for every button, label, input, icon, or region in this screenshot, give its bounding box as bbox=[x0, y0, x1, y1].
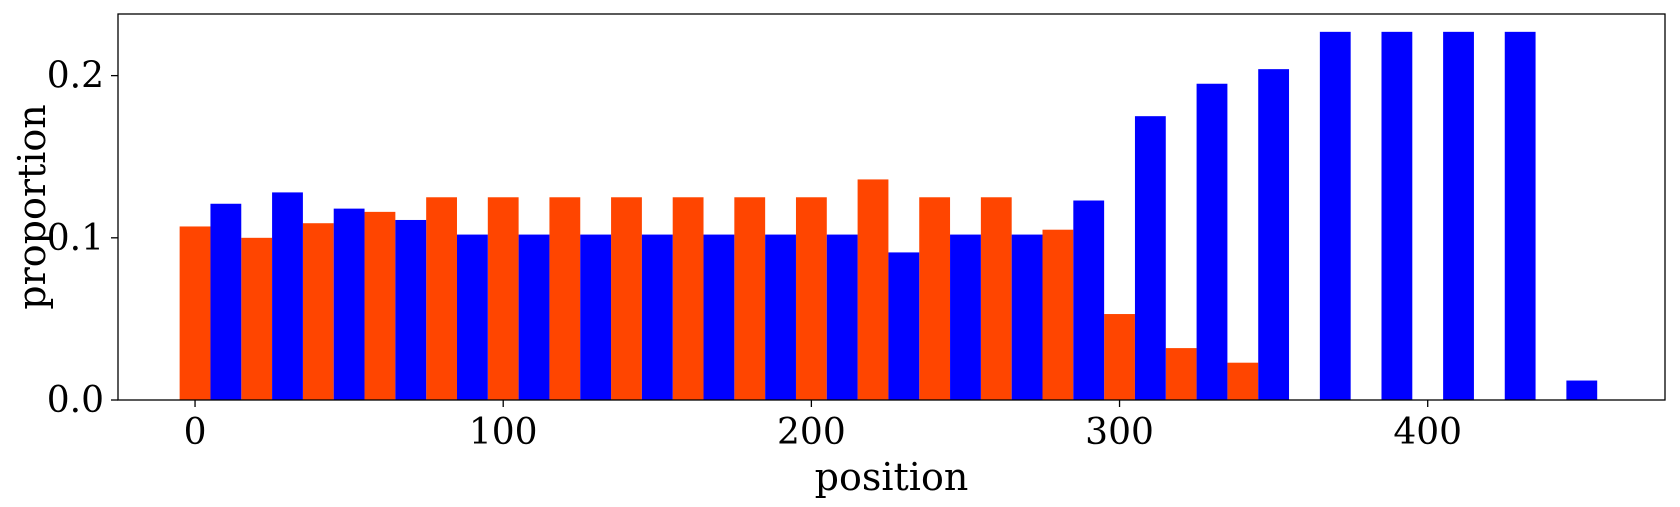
bar-series-2-bin-210 bbox=[826, 234, 858, 400]
bar-series-1-bin-340 bbox=[1227, 362, 1259, 400]
bar-series-1-bin-160 bbox=[672, 197, 704, 400]
x-tick-label: 100 bbox=[469, 412, 538, 453]
bar-series-1-bin-320 bbox=[1165, 348, 1197, 400]
bar-series-1-bin-80 bbox=[426, 197, 457, 400]
bar-series-1-bin-100 bbox=[487, 197, 519, 400]
bar-series-1-bin-60 bbox=[364, 211, 396, 400]
bar-series-2-bin-230 bbox=[888, 252, 920, 400]
bar-series-1-bin-220 bbox=[857, 179, 889, 400]
bar-series-1-bin-40 bbox=[302, 223, 334, 400]
bar-series-1-bin-20 bbox=[241, 237, 273, 400]
bar-series-2-bin-430 bbox=[1504, 31, 1536, 401]
bar-series-2-bin-270 bbox=[1011, 234, 1043, 400]
bar-series-2-bin-330 bbox=[1196, 83, 1228, 400]
x-tick-label: 200 bbox=[777, 412, 846, 453]
bar-series-1-bin-280 bbox=[1042, 229, 1074, 400]
bar-series-2-bin-250 bbox=[950, 234, 981, 400]
x-tick-label: 0 bbox=[184, 412, 207, 453]
bar-series-2-bin-70 bbox=[395, 219, 427, 400]
bar-series-2-bin-10 bbox=[210, 203, 242, 400]
bar-series-1-bin-260 bbox=[980, 197, 1012, 400]
bar-series-2-bin-450 bbox=[1566, 380, 1598, 400]
bar-series-1-bin-300 bbox=[1104, 314, 1135, 400]
bar-series-1-bin-180 bbox=[734, 197, 766, 400]
bar-series-1-bin-0 bbox=[179, 226, 211, 400]
bar-series-2-bin-30 bbox=[272, 192, 303, 400]
y-axis-ticks: 0.0 0.1 0.2 bbox=[47, 56, 118, 421]
plot-frame bbox=[117, 13, 1666, 401]
y-axis-label: proportion bbox=[10, 104, 54, 310]
bar-series-2-bin-370 bbox=[1319, 31, 1351, 401]
bar-series-2-bin-150 bbox=[641, 234, 673, 400]
bar-series-2-bin-410 bbox=[1443, 31, 1474, 401]
bar-series-2-bin-130 bbox=[580, 234, 612, 400]
bar-series-2-bin-110 bbox=[518, 234, 550, 400]
y-tick-label: 0.1 bbox=[47, 218, 104, 259]
bar-series-2-bin-290 bbox=[1073, 200, 1105, 400]
bar-series-2-bin-170 bbox=[703, 234, 735, 400]
x-tick-label: 300 bbox=[1085, 412, 1154, 453]
bar-series-2-bin-190 bbox=[765, 234, 796, 400]
bar-series-2-bin-350 bbox=[1258, 69, 1290, 401]
y-tick-label: 0.0 bbox=[47, 380, 104, 421]
x-tick-label: 400 bbox=[1393, 412, 1462, 453]
bar-series-2-bin-90 bbox=[456, 234, 488, 400]
bar-series-2-bin-50 bbox=[333, 208, 365, 400]
y-tick-label: 0.2 bbox=[47, 56, 104, 97]
x-axis-label: position bbox=[815, 455, 969, 499]
bar-series-1-bin-240 bbox=[919, 197, 951, 400]
bar-series-2-bin-390 bbox=[1381, 31, 1413, 401]
x-axis-ticks: 0 100 200 300 400 bbox=[184, 400, 1462, 453]
bar-series-1-bin-140 bbox=[611, 197, 642, 400]
bar-series-1-bin-200 bbox=[795, 197, 827, 400]
bar-series-1-bin-120 bbox=[549, 197, 581, 400]
bars-group bbox=[179, 31, 1598, 401]
bar-series-2-bin-310 bbox=[1134, 116, 1166, 401]
